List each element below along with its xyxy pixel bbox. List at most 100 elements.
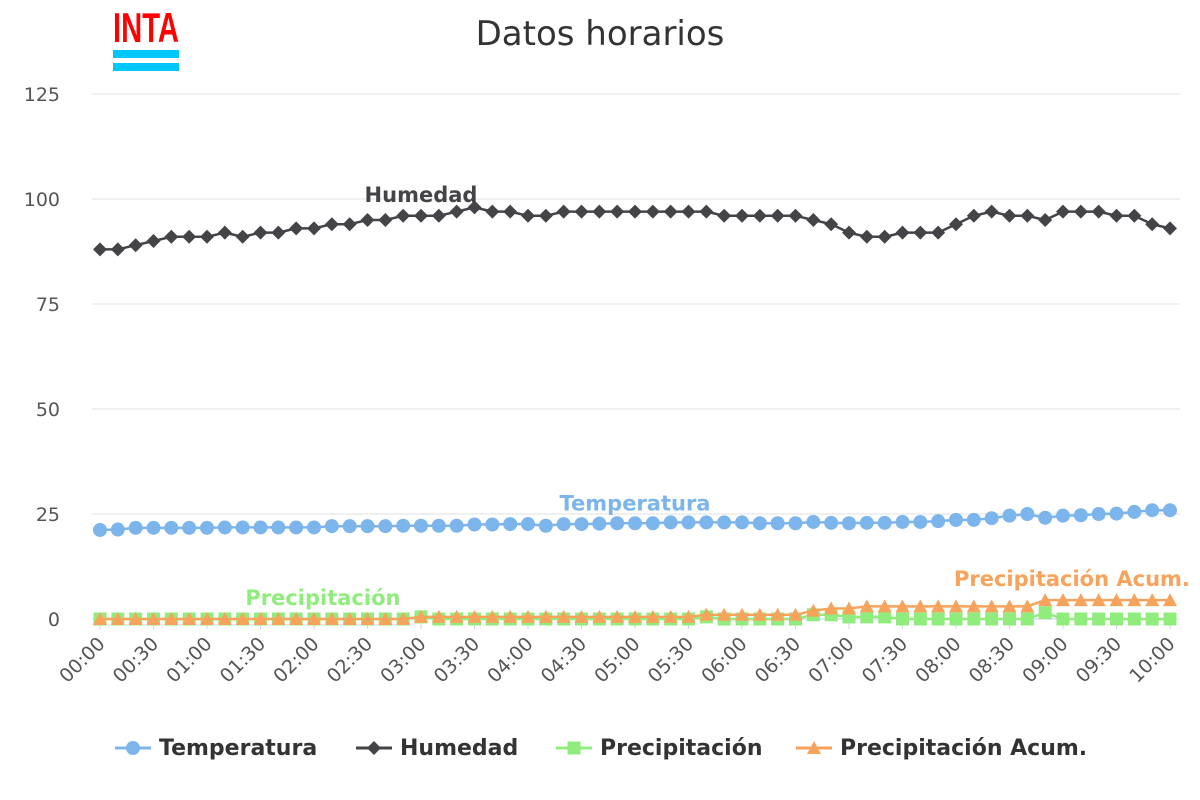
series-label: Humedad [365,183,478,207]
data-point [984,511,999,526]
data-point [913,612,927,626]
data-point [913,599,928,613]
data-point [307,221,321,236]
data-point [182,520,197,535]
data-point [752,208,767,223]
data-point [1003,612,1016,626]
data-point [717,515,732,530]
data-point [1073,593,1088,607]
data-point [449,204,464,219]
data-point [770,208,785,223]
legend-item-precipitaci-n[interactable]: Precipitación [556,728,763,768]
legend-marker [367,741,381,755]
data-point [449,609,464,623]
data-point [824,217,839,232]
data-point [253,612,268,625]
data-point [1091,204,1106,219]
data-point [307,612,321,625]
series-temperatura [93,503,1177,537]
data-point [521,609,535,623]
y-tick-label: 75 [36,294,60,316]
data-point [1038,606,1052,620]
data-point [289,221,304,236]
inta-logo: INTA [113,4,179,71]
data-point [1020,599,1035,613]
data-point [503,204,518,219]
data-point [503,517,518,532]
data-point [610,609,625,623]
data-point [235,520,250,535]
data-point [1038,213,1053,227]
data-point [1110,612,1123,626]
data-point [467,517,482,532]
logo-text: INTA [113,4,179,51]
data-point [1127,504,1142,519]
triangle-icon [796,741,832,754]
data-point [663,204,678,219]
data-point [378,612,393,625]
y-tick-label: 25 [36,504,60,526]
data-point [735,515,749,530]
data-point [663,609,678,623]
data-point [128,612,143,625]
legend-label: Humedad [400,735,519,761]
data-point [449,518,464,533]
data-point [1002,208,1017,223]
data-point [984,204,999,219]
x-tick-label: 08:30 [965,633,1019,687]
data-point [931,612,945,626]
data-point [877,599,892,613]
data-point [1109,593,1124,607]
legend-item-temperatura[interactable]: Temperatura [115,728,317,768]
data-point [842,225,856,240]
data-point [414,609,428,623]
data-point [271,520,286,535]
series-label: Precipitación Acum. [954,567,1190,591]
chart-plot: 0 25 50 75 100 125 00:00 00:30 01:00 01:30 02:00 02… [24,84,1190,687]
data-point [645,516,660,531]
data-point [521,208,535,223]
x-tick-label: 02:00 [269,633,323,687]
data-point [1145,593,1160,607]
data-point [1091,507,1106,521]
data-point [289,612,304,625]
data-point [396,518,411,533]
x-tick-label: 08:00 [911,633,965,687]
data-point [895,599,910,613]
legend-label: Precipitación Acum. [840,735,1088,761]
data-point [1020,507,1035,521]
data-point [431,609,446,623]
data-point [235,612,250,625]
y-tick-label: 125 [24,84,60,106]
y-tick-label: 0 [48,609,60,631]
data-point [610,204,625,219]
data-point [949,612,963,626]
legend-item-humedad[interactable]: Humedad [356,728,518,768]
data-point [1091,593,1106,607]
x-tick-label: 05:00 [590,633,644,687]
data-point [324,519,339,534]
x-tick-label: 00:30 [109,633,163,687]
data-point [878,610,892,624]
series-precipitaci-n-acum- [93,593,1177,625]
data-point [1002,508,1017,523]
data-point [182,229,197,244]
data-point [200,612,214,625]
data-point [110,522,125,537]
legend-item-precipitaci-n-acum-[interactable]: Precipitación Acum. [796,728,1087,768]
x-tick-label: 01:00 [162,633,216,687]
data-point [913,514,928,529]
data-point [806,603,821,617]
chart-title: Datos horarios [475,14,725,54]
data-point [324,612,339,625]
data-point [253,520,268,535]
data-point [913,225,928,240]
data-point [556,609,571,623]
data-point [717,607,732,621]
data-point [574,204,589,219]
x-tick-label: 07:30 [858,633,912,687]
data-point [574,517,589,532]
data-point [1109,506,1124,521]
x-tick-label: 01:30 [216,633,270,687]
data-point [414,208,428,223]
